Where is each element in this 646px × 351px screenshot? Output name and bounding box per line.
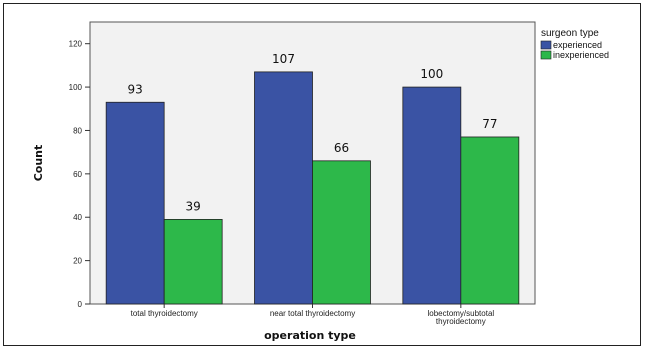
y-tick-label: 0 [78,300,83,309]
y-tick-label: 20 [73,257,82,266]
bar-experienced [254,71,313,305]
x-tick-label: lobectomy/subtotal [427,309,494,318]
y-tick-label: 120 [69,40,83,49]
y-tick-label: 60 [73,170,82,179]
y-tick-label: 40 [73,213,82,222]
bar-value-label: 107 [272,52,295,66]
legend-title: surgeon type [541,28,599,39]
x-axis-title: operation type [264,329,356,342]
legend-label-experienced: experienced [553,40,602,50]
bar-value-label: 39 [186,199,201,213]
bar-value-label: 77 [482,117,497,131]
y-axis: 0 20 40 60 80 100 120 [69,40,90,309]
bar-inexperienced [312,160,371,305]
bar-experienced [402,86,462,305]
y-tick-label: 100 [69,83,83,92]
bar-value-label: 93 [128,82,143,96]
x-tick-label: near total thyroidectomy [270,309,355,318]
y-tick-label: 80 [73,126,82,135]
y-axis-title: Count [32,145,45,182]
bar-inexperienced [460,136,520,305]
x-axis: total thyroidectomy near total thyroidect… [131,304,494,326]
x-tick-label: total thyroidectomy [131,309,198,318]
legend-swatch-inexperienced [540,50,552,60]
legend-label-inexperienced: inexperienced [553,50,609,60]
bar-inexperienced [163,218,223,305]
bar-value-label: 66 [334,141,349,155]
bar-value-label: 100 [420,67,443,81]
bars-group: 93 39 107 66 100 77 [105,52,520,305]
x-tick-label: thyroidectomy [436,317,486,326]
legend-swatch-experienced [540,40,552,50]
bar-experienced [105,101,165,305]
